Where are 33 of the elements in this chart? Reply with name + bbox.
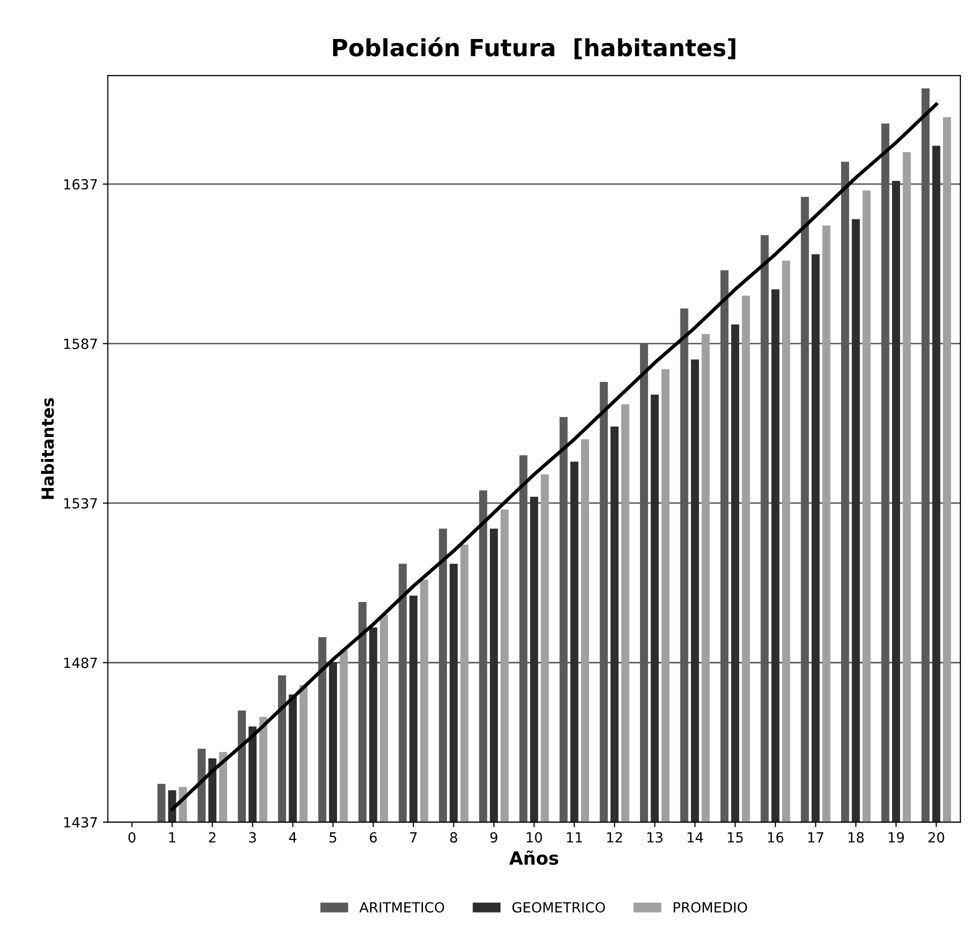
y-tick-label: 1637 <box>64 179 97 190</box>
x-tick-label: 15 <box>728 832 743 843</box>
x-tick-label: 0 <box>128 832 136 843</box>
x-tick-label: 4 <box>289 832 296 842</box>
x-tick-label: 16 <box>768 832 784 843</box>
legend-label: PROMEDIO <box>674 902 748 913</box>
x-tick-label: 8 <box>450 832 458 843</box>
x-tick-label: 5 <box>330 832 336 843</box>
x-tick-label: 18 <box>848 832 864 843</box>
y-tick-label: 1587 <box>64 338 97 350</box>
x-tick-label: 7 <box>410 832 417 842</box>
x-tick-label: 11 <box>567 832 582 842</box>
legend-label: ARITMETICO <box>359 902 444 913</box>
y-tick-label: 1537 <box>64 498 97 509</box>
y-tick-label: 1487 <box>64 658 97 668</box>
x-tick-label: 20 <box>928 832 944 843</box>
x-tick-label: 13 <box>647 832 662 843</box>
x-tick-label: 10 <box>526 832 542 843</box>
x-axis-title: Años <box>509 850 558 865</box>
x-tick-label: 3 <box>249 832 256 843</box>
y-tick-label: 1437 <box>64 817 97 828</box>
x-tick-label: 1 <box>169 832 176 842</box>
legend-label: GEOMETRICO <box>512 902 605 913</box>
x-tick-label: 19 <box>888 832 904 843</box>
y-axis-title: Habitantes <box>41 398 54 499</box>
line-series <box>170 102 938 812</box>
chart-title: Población Futura [habitantes] <box>333 37 736 60</box>
x-tick-label: 14 <box>688 832 704 842</box>
x-tick-label: 9 <box>490 832 498 843</box>
x-tick-label: 2 <box>208 832 216 842</box>
x-tick-label: 6 <box>370 832 377 843</box>
x-tick-label: 17 <box>808 832 824 842</box>
x-tick-label: 12 <box>607 832 622 842</box>
